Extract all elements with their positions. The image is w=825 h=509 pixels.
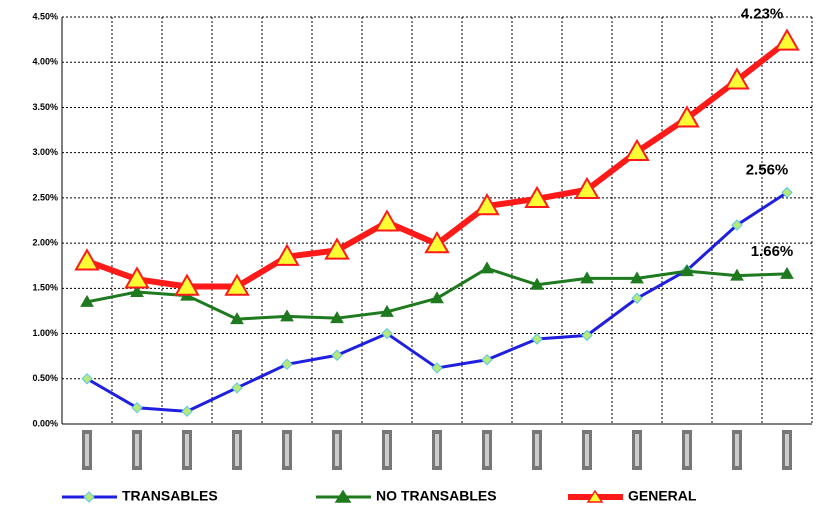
x-tick-box-inner (635, 434, 639, 466)
x-tick-box-inner (585, 434, 589, 466)
legend-item: GENERAL (568, 488, 697, 504)
legend-marker (83, 491, 95, 503)
point-marker (630, 271, 644, 284)
point-marker (74, 248, 100, 271)
point-marker (531, 333, 543, 345)
point-marker (81, 373, 93, 385)
legend-marker (334, 489, 352, 503)
x-tick-box-inner (535, 434, 539, 466)
legend-marker (586, 489, 604, 503)
point-marker (730, 268, 744, 281)
x-tick-box-inner (185, 434, 189, 466)
point-marker (431, 362, 443, 374)
point-marker (581, 329, 593, 342)
point-marker (430, 291, 444, 304)
point-marker (624, 138, 650, 162)
x-tick-box-inner (85, 434, 89, 466)
point-marker (181, 405, 193, 418)
point-marker (231, 382, 243, 394)
x-tick-box-inner (135, 434, 139, 466)
y-tick-label: 3.50% (32, 102, 58, 112)
point-marker (680, 264, 694, 277)
point-marker (331, 349, 343, 361)
point-marker (530, 277, 544, 290)
legend-label: NO TRANSABLES (376, 488, 497, 504)
y-tick-label: 4.50% (32, 11, 58, 21)
point-marker (631, 292, 643, 304)
data-label: 4.23% (741, 5, 784, 22)
y-tick-label: 2.50% (32, 192, 58, 202)
point-marker (80, 294, 94, 307)
y-tick-label: 2.00% (32, 237, 58, 247)
point-marker (230, 312, 244, 325)
y-tick-label: 0.00% (32, 418, 58, 428)
point-marker (130, 284, 144, 297)
point-marker (674, 105, 700, 128)
legend-item: NO TRANSABLES (316, 488, 497, 504)
point-marker (380, 304, 394, 317)
data-label: 2.56% (746, 161, 789, 178)
point-marker (781, 186, 793, 199)
y-tick-label: 1.50% (32, 283, 58, 293)
point-marker (374, 209, 400, 232)
x-tick-box-inner (685, 434, 689, 466)
y-tick-label: 0.50% (32, 373, 58, 383)
y-tick-label: 1.00% (32, 328, 58, 338)
point-marker (774, 28, 800, 51)
x-tick-box-inner (385, 434, 389, 466)
point-marker (224, 273, 250, 296)
y-tick-label: 3.00% (32, 147, 58, 157)
point-marker (281, 358, 293, 371)
point-marker (274, 243, 300, 266)
point-marker (280, 309, 294, 322)
point-marker (574, 176, 600, 199)
y-tick-label: 4.00% (32, 57, 58, 67)
x-tick-box-inner (435, 434, 439, 466)
point-marker (724, 67, 750, 90)
point-marker (480, 261, 494, 274)
point-marker (481, 354, 493, 366)
point-marker (324, 237, 350, 260)
point-marker (474, 193, 500, 216)
x-tick-box-inner (235, 434, 239, 466)
legend-label: GENERAL (628, 488, 697, 504)
data-label: 1.66% (751, 243, 794, 260)
x-tick-box-inner (285, 434, 289, 466)
point-marker (780, 266, 794, 279)
point-marker (381, 327, 393, 340)
x-tick-box-inner (785, 434, 789, 466)
legend-label: TRANSABLES (122, 488, 218, 504)
x-tick-box-inner (735, 434, 739, 466)
x-tick-box-inner (335, 434, 339, 466)
legend-item: TRANSABLES (62, 488, 218, 504)
point-marker (131, 402, 143, 414)
point-marker (424, 231, 450, 254)
point-marker (174, 273, 200, 296)
point-marker (124, 266, 150, 289)
point-marker (580, 271, 594, 284)
point-marker (524, 185, 550, 209)
point-marker (731, 219, 743, 231)
x-tick-box-inner (485, 434, 489, 466)
point-marker (330, 311, 344, 324)
